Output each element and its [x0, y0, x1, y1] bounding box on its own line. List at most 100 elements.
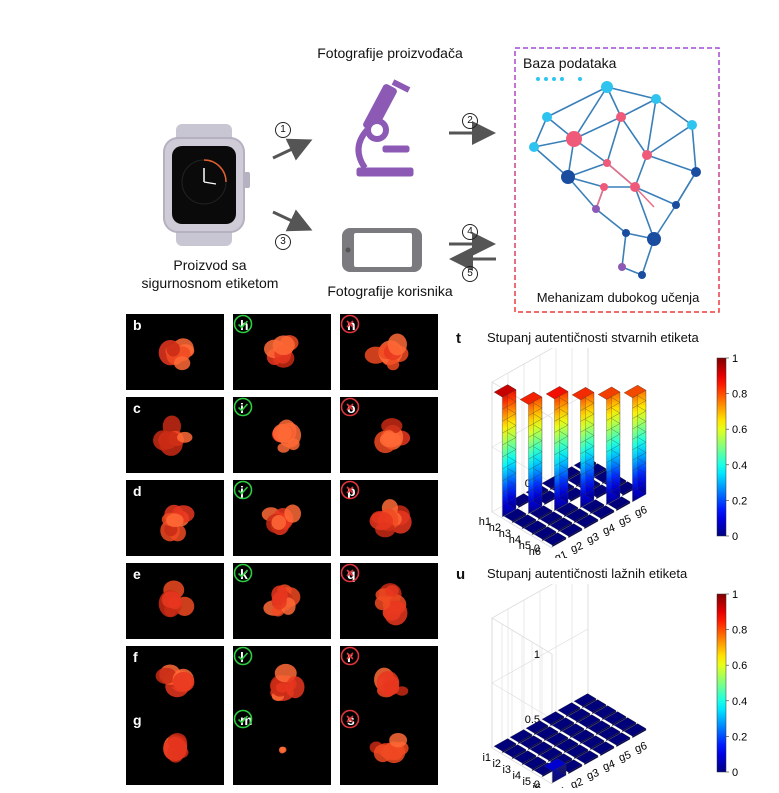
cross-icon [340, 397, 360, 417]
bar-segment-line [528, 435, 543, 449]
bar-top-h5-g4 [581, 499, 605, 513]
smartphone-icon [342, 228, 422, 272]
bar-top-h3-g3 [545, 386, 569, 400]
cross-icon [340, 646, 360, 666]
bar-top-i3-g3 [545, 732, 569, 746]
check-icon [233, 646, 253, 666]
pattern-blob [275, 682, 289, 693]
bar-top-i4-g2 [539, 747, 563, 761]
grid-line [491, 584, 554, 619]
bar-segment-line [606, 397, 621, 411]
bar-top-i3-g1 [513, 750, 537, 764]
bar-segment-line [606, 481, 621, 495]
bar-top-i1-g1 [493, 738, 517, 752]
image-tile-s: s [340, 709, 438, 785]
colorbar-tick-label: 0.4 [732, 696, 747, 708]
col-tick-label: g3 [585, 767, 601, 782]
bar-segment-line [502, 468, 517, 482]
pattern-blob [163, 737, 187, 762]
luminescent-pattern [153, 415, 193, 456]
luminescent-pattern [160, 504, 195, 542]
luminescent-pattern [364, 333, 409, 371]
image-tile-p: p [340, 480, 438, 556]
bar-segment-line [580, 462, 595, 476]
row-tick-label: h5 [519, 540, 531, 552]
bar-top-i3-g6 [593, 705, 617, 719]
bar-segment-line [554, 419, 569, 433]
bar-top-h4-g1 [523, 520, 547, 534]
bar-segment-line [580, 441, 595, 454]
bar-segment-line [554, 408, 569, 422]
bar-segment-line [502, 444, 517, 458]
bar-top-i2-g4 [551, 717, 575, 731]
bar-segment-line [580, 419, 595, 433]
workflow-diagram: Proizvod sa sigurnosnom etiketom Fotogra… [0, 0, 779, 313]
colorbar [716, 357, 727, 537]
pattern-blob [381, 418, 403, 434]
bar-top-h2-g2 [519, 391, 543, 405]
luminescent-pattern [374, 418, 411, 454]
bar-top-i3-g4 [561, 723, 585, 737]
luminescent-pattern [158, 580, 195, 618]
tile-letter: g [133, 712, 142, 728]
bar-segment-line [502, 408, 517, 422]
pattern-blob [374, 595, 391, 611]
colorbar-tick-label: 0.6 [732, 424, 747, 436]
grid-line [491, 617, 553, 655]
pattern-blob [159, 431, 183, 456]
tile-letter: e [133, 566, 141, 582]
bar-segment-line [528, 457, 543, 471]
pattern-blob [285, 676, 305, 699]
bar-segment-line [606, 428, 621, 442]
luminescent-pattern [158, 338, 195, 371]
bar-segment-line [502, 456, 517, 470]
bar-segment-line [502, 480, 517, 494]
pattern-blob [166, 341, 180, 357]
bar-top-h6-g2 [559, 523, 583, 537]
bar-top-h3-g1 [513, 514, 537, 528]
chart-u: 00.51i1i2i3i4i5i6g1g2g3g4g5g610.80.60.40… [482, 584, 747, 788]
pattern-blob [284, 504, 302, 523]
bar-top-i2-g3 [535, 726, 559, 740]
pattern-blob [386, 359, 400, 371]
pattern-blob [373, 744, 392, 763]
z-tick-label: 0 [534, 543, 540, 555]
pattern-blob [271, 585, 288, 604]
bar-segment-line [552, 766, 567, 780]
grid-line [491, 682, 553, 720]
colorbar-tick-label: 1 [732, 353, 738, 365]
row-tick-label: h4 [509, 534, 521, 546]
grid-line [491, 628, 589, 684]
z-tick-label: 1 [534, 649, 540, 661]
image-tile-d: d [126, 480, 224, 556]
image-tile-e: e [126, 563, 224, 639]
bar-top-h5-g1 [533, 526, 557, 540]
bar-segment-line [528, 490, 543, 504]
luminescent-pattern [369, 733, 409, 764]
bar-top-i2-g6 [583, 699, 607, 713]
bar-segment-line [554, 397, 569, 411]
bar-segment-line [502, 492, 517, 505]
bar-segment-line [580, 397, 595, 411]
image-tile-k: k [233, 563, 331, 639]
bar-top-i4-g6 [603, 711, 627, 725]
bar-segment-line [632, 447, 647, 461]
database-label: Baza podataka [523, 55, 617, 71]
tile-letter: i [240, 400, 244, 416]
bar-top-i6-g6 [623, 723, 647, 737]
colorbar-tick-label: 1 [732, 589, 738, 601]
luminescent-pattern [279, 746, 287, 754]
cross-icon [340, 480, 360, 500]
microscope-icon [355, 79, 414, 177]
colorbar-tick-label: 0.6 [732, 660, 747, 672]
image-tile-i: i [233, 397, 331, 473]
bar-segment-line [632, 416, 647, 430]
check-icon [233, 480, 253, 500]
chart-t-title: Stupanj autentičnosti stvarnih etiketa [487, 330, 699, 345]
image-tile-q: q [340, 563, 438, 639]
check-icon [233, 709, 253, 729]
bar-top-i1-g3 [525, 720, 549, 734]
colorbar-tick-label: 0.2 [732, 731, 747, 743]
row-tick-label: h6 [529, 546, 541, 558]
bar-segment-line [552, 768, 567, 782]
